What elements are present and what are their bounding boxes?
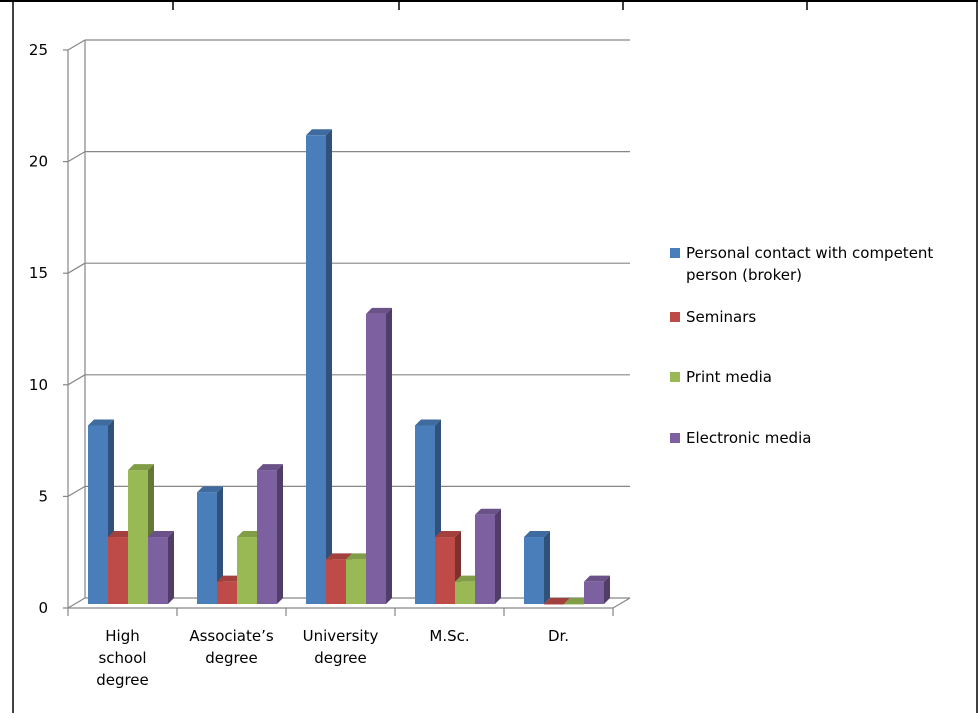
legend-swatch [670,372,680,382]
bar-front [128,470,148,604]
bar-top [128,464,154,471]
bar-front [475,514,495,604]
category-label: Associate’s degree [189,627,274,667]
bar-top [197,486,223,493]
bar-side [277,464,283,604]
bar-front [148,537,168,604]
bar-front [237,537,257,604]
bar-front [455,581,475,604]
bar-front [435,537,455,604]
bar-side [217,486,223,604]
bar [564,598,590,605]
bar [366,307,392,604]
bar [524,531,550,604]
y-tick-label: 25 [29,41,48,59]
bar-top [544,598,570,604]
bar-top [524,531,550,538]
bar-front [584,581,604,604]
legend-label: Seminars [686,308,756,326]
bar-front [197,492,217,604]
bar-top [306,129,332,136]
bar-side [168,531,174,604]
bar-side [386,307,392,604]
y-tick-label: 15 [29,264,48,282]
bar-front [257,470,277,604]
legend-label: Electronic media [686,429,811,447]
gridline-depth [67,151,86,163]
category-label: Dr. [548,627,569,645]
bar-top [326,553,352,560]
bar-side [604,575,610,604]
bar-top [108,531,134,538]
legend-swatch [670,312,680,322]
bar-top [257,464,283,471]
bar-front [326,559,346,604]
bar-side [544,531,550,604]
category-label: M.Sc. [429,627,469,645]
bar [197,486,223,604]
bar-front [415,425,435,604]
bar-top [88,419,114,426]
legend-label: Personal contact with competent person (b… [686,244,933,284]
bar-top [217,575,243,582]
bar-front [217,581,237,604]
bar [584,575,610,604]
gridline-depth [67,597,86,609]
bar-top [346,553,372,560]
bar-front [88,425,108,604]
bar [148,531,174,604]
gridline-depth [67,485,86,497]
category-label: University degree [303,627,379,667]
y-tick-label: 10 [29,376,48,394]
bar-front [544,604,564,605]
bar-front [108,537,128,604]
bar-top [455,575,481,582]
gridline-depth [67,374,86,386]
gridline-depth [67,262,86,274]
bar-front [346,559,366,604]
legend-label: Print media [686,368,772,386]
bar-top [148,531,174,538]
bar-top [564,598,590,604]
y-tick-label: 20 [29,153,48,171]
bar [306,129,332,604]
bar [435,531,461,604]
gridline-depth [67,39,86,51]
bar-front [366,313,386,604]
bar [257,464,283,604]
y-tick-label: 0 [38,599,48,617]
legend-swatch [670,248,680,258]
bar [544,598,570,605]
category-label: High school degree [96,627,149,689]
bar-top [415,419,441,426]
bar-side [326,129,332,604]
bar-top [237,531,263,538]
floor-edge [612,597,631,609]
bar-front [524,537,544,604]
legend-swatch [670,433,680,443]
y-tick-label: 5 [38,487,48,505]
bar-front [564,604,584,605]
bar-front [306,135,326,604]
bar-side [495,508,501,604]
bar-top [584,575,610,582]
bar-top [366,307,392,314]
bar-top [475,508,501,515]
bar-top [435,531,461,538]
bar [475,508,501,604]
